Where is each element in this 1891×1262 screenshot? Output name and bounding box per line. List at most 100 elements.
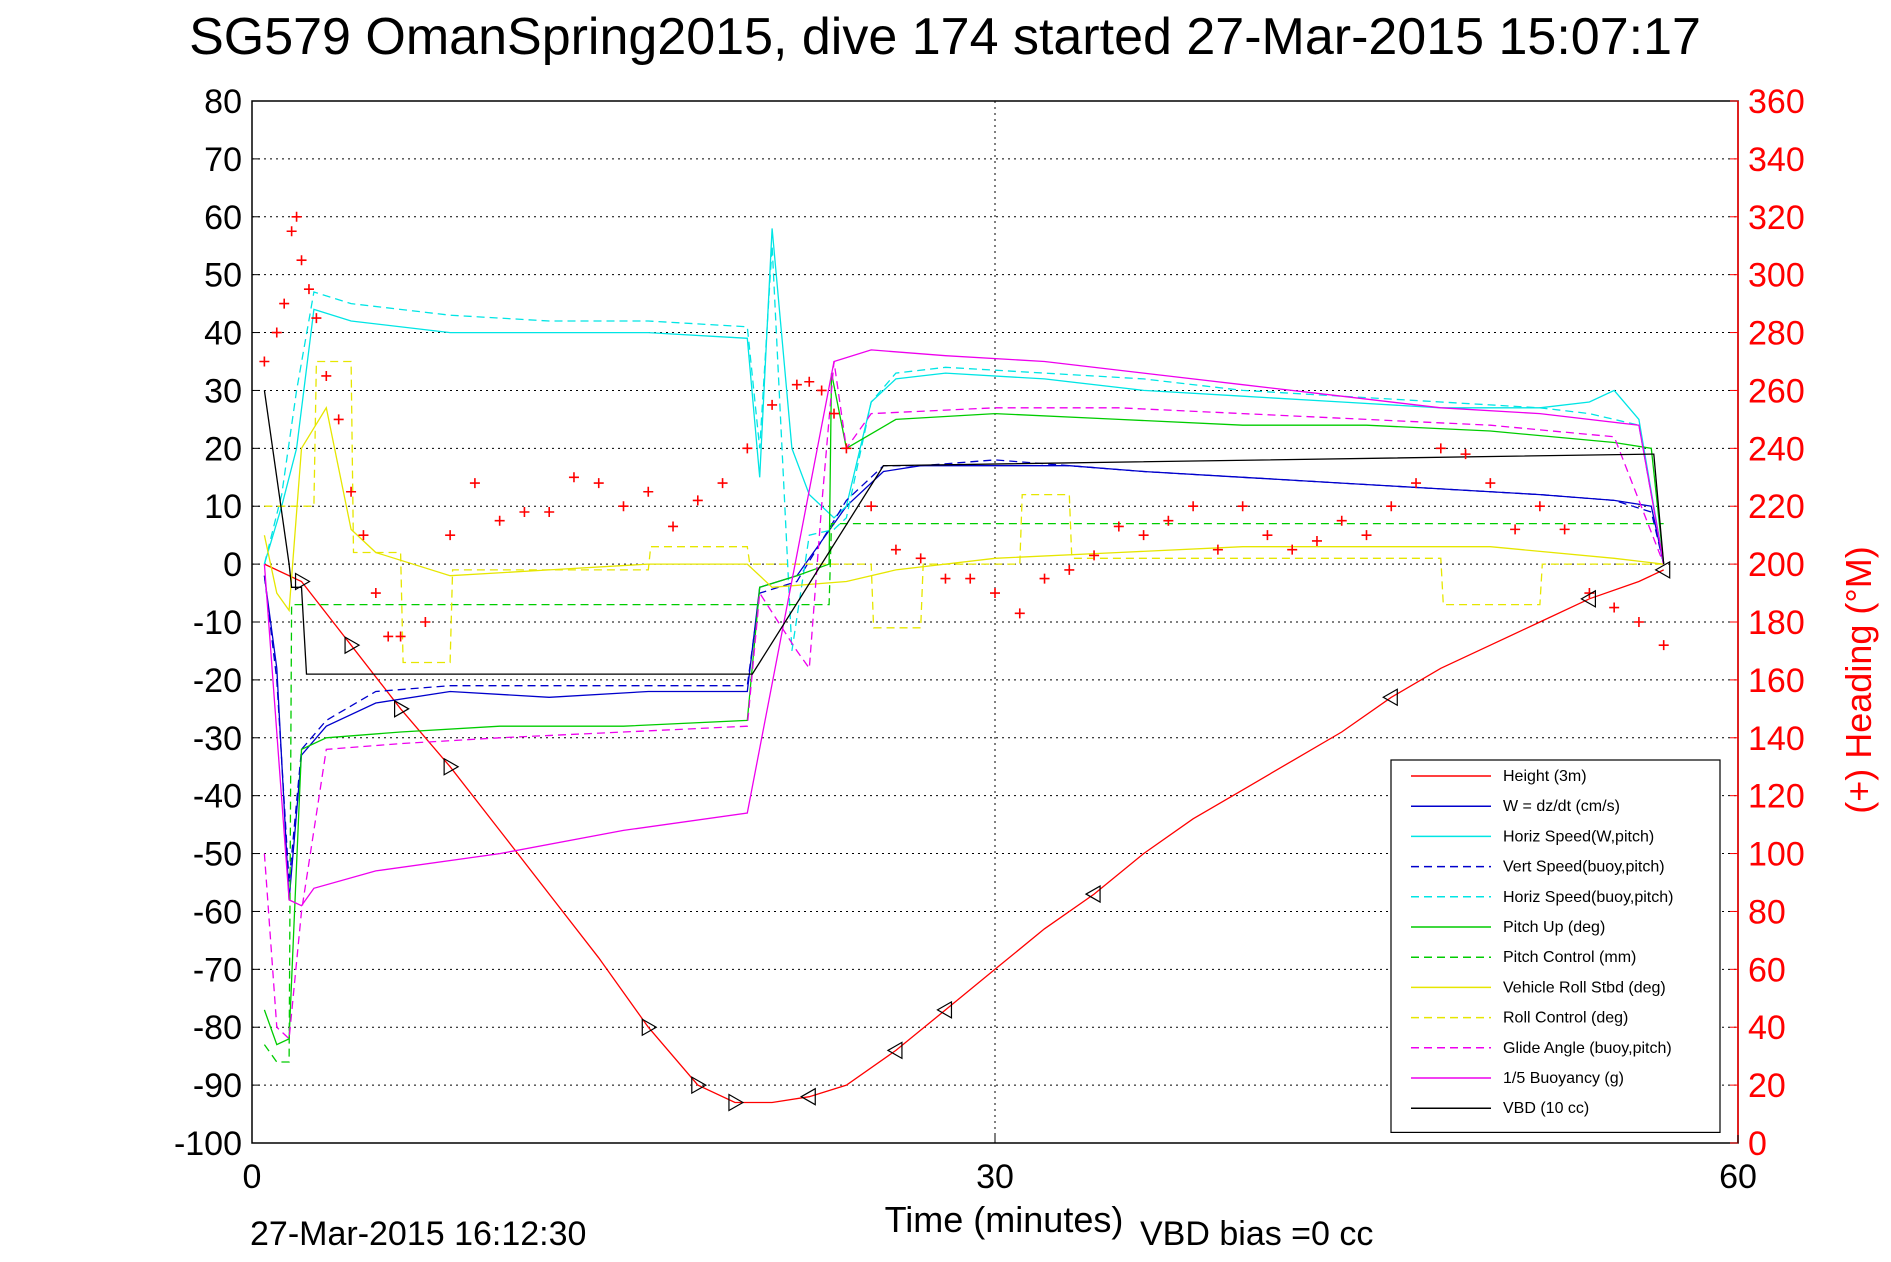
heading-point: [593, 478, 604, 489]
heading-point: [1188, 501, 1199, 512]
y-right-tick-label: 40: [1748, 1009, 1786, 1047]
heading-point: [816, 385, 827, 396]
y-tick-label: 40: [204, 315, 242, 353]
y-tick-label: -40: [193, 778, 242, 816]
heading-point: [494, 515, 505, 526]
y-tick-label: -90: [193, 1067, 242, 1105]
heading-point: [1237, 501, 1248, 512]
series-line-1: [264, 563, 1664, 1104]
y-right-tick-label: 240: [1748, 430, 1805, 468]
heading-point: [1411, 478, 1422, 489]
footer-vbd-bias: VBD bias =0 cc: [1140, 1215, 1373, 1253]
heading-point: [286, 226, 297, 237]
y-tick-label: 30: [204, 372, 242, 410]
y-tick-label: 20: [204, 430, 242, 468]
heading-point: [890, 544, 901, 555]
heading-point: [717, 478, 728, 489]
series-line-6: [263, 372, 1665, 1046]
y-right-tick-label: 260: [1748, 372, 1805, 410]
heading-point: [841, 443, 852, 454]
y-right-tick-label: 160: [1748, 662, 1805, 700]
y-tick-label: -20: [193, 662, 242, 700]
heading-point: [618, 501, 629, 512]
y-right-tick-label: 120: [1748, 778, 1805, 816]
heading-point: [544, 507, 555, 518]
heading-point: [1559, 524, 1570, 535]
series-line-11: [263, 349, 1665, 907]
y-tick-label: -100: [174, 1125, 242, 1163]
y-right-tick-label: 340: [1748, 141, 1805, 179]
heading-point: [1113, 521, 1124, 532]
heading-point: [1460, 449, 1471, 460]
heading-point: [296, 255, 307, 266]
heading-point: [643, 486, 654, 497]
heading-point: [1138, 530, 1149, 541]
y-right-tick-label: 80: [1748, 893, 1786, 931]
height-marker: [641, 1018, 658, 1037]
x-tick-label: 30: [976, 1158, 1014, 1196]
heading-point: [303, 284, 314, 295]
heading-point: [668, 521, 679, 532]
heading-point: [1609, 602, 1620, 613]
legend-entry: Pitch Up (deg): [1503, 919, 1605, 936]
heading-point: [1336, 515, 1347, 526]
heading-point: [990, 588, 1000, 599]
legend-entry: W = dz/dt (cm/s): [1503, 798, 1620, 815]
heading-point: [259, 356, 270, 367]
y-tick-label: 0: [223, 546, 242, 584]
legend-entry: Glide Angle (buoy,pitch): [1503, 1040, 1672, 1057]
heading-point: [383, 631, 394, 642]
y-right-tick-label: 320: [1748, 199, 1805, 237]
legend: Height (3m) W = dz/dt (cm/s) Horiz Speed(W…: [1390, 759, 1721, 1133]
series-line-3: [263, 228, 1665, 565]
x-tick-label: 0: [243, 1158, 262, 1196]
height-marker: [1654, 560, 1671, 579]
heading-point: [1039, 573, 1050, 584]
y-axis-label-right: (+) Heading (°M): [1838, 546, 1879, 813]
heading-point: [1361, 530, 1372, 541]
y-right-tick-label: 20: [1748, 1067, 1786, 1105]
heading-point: [333, 414, 344, 425]
height-marker: [800, 1087, 816, 1106]
heading-point: [1014, 608, 1025, 619]
heading-point: [692, 495, 703, 506]
heading-point: [291, 211, 302, 222]
height-marker: [1382, 688, 1398, 707]
series-line-8: [263, 406, 1664, 613]
heading-point: [321, 370, 332, 381]
heading-point: [866, 501, 877, 512]
legend-entry: Vert Speed(buoy,pitch): [1503, 859, 1665, 876]
heading-point: [1386, 501, 1397, 512]
heading-point: [1064, 564, 1075, 575]
y-right-tick-label: 100: [1748, 836, 1805, 874]
series-line-4: [263, 459, 1665, 883]
heading-point: [568, 472, 579, 483]
y-tick-label: -60: [193, 893, 242, 931]
y-right-tick-label: 300: [1748, 257, 1805, 295]
height-marker: [394, 699, 410, 718]
height-marker: [1084, 885, 1101, 904]
legend-box: [1390, 759, 1721, 1133]
y-tick-label: 60: [204, 199, 242, 237]
height-marker: [1580, 589, 1596, 608]
heading-point: [311, 313, 322, 324]
series-line-9: [264, 360, 1664, 664]
heading-point: [271, 327, 282, 338]
footer-timestamp: 27-Mar-2015 16:12:30: [250, 1215, 586, 1253]
heading-point: [1311, 535, 1322, 546]
legend-entry: Roll Control (deg): [1503, 1010, 1628, 1027]
heading-point: [346, 486, 357, 497]
y-right-tick-label: 220: [1748, 488, 1805, 526]
y-tick-label: -80: [193, 1009, 242, 1047]
heading-point: [1510, 524, 1521, 535]
heading-point: [1089, 550, 1100, 561]
heading-point: [965, 573, 976, 584]
legend-entry: Horiz Speed(W,pitch): [1503, 828, 1654, 845]
heading-point: [791, 379, 802, 390]
heading-point: [370, 588, 381, 599]
ticks: 80706050403020100-10-20-30-40-50-60-70-8…: [174, 83, 1805, 1196]
height-marker: [728, 1093, 745, 1112]
heading-point: [395, 631, 406, 642]
y-right-tick-label: 0: [1748, 1125, 1767, 1163]
height-marker: [344, 636, 361, 655]
